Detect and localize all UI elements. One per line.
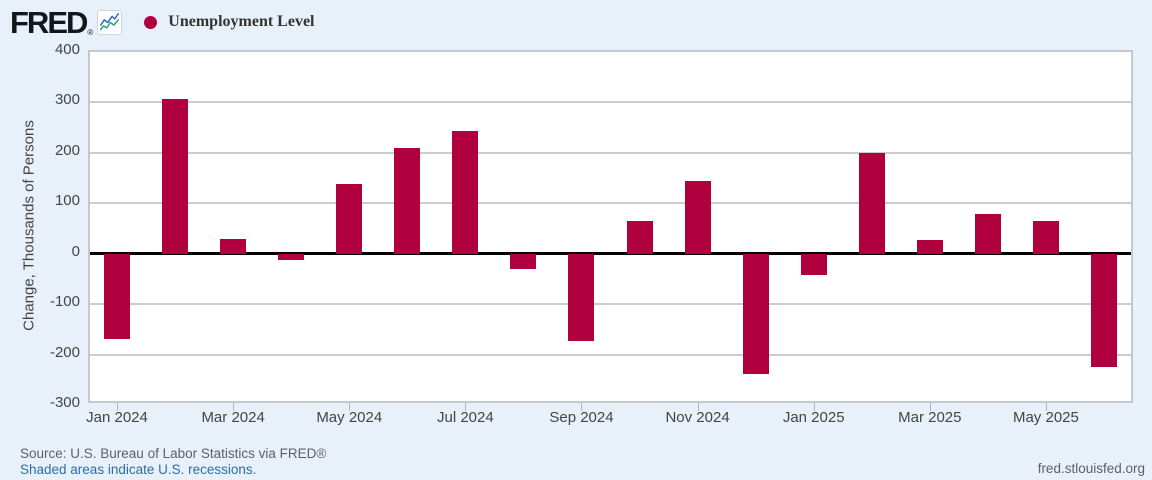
y-tick-label: 400 (54, 41, 80, 58)
y-tick-label: -300 (49, 394, 80, 411)
x-tick-mark (697, 403, 699, 411)
bar-feb-2025[interactable] (858, 152, 885, 254)
x-tick-mark (1045, 403, 1047, 411)
line-chart-icon (97, 9, 123, 35)
bar-may-2025[interactable] (1032, 220, 1059, 254)
header: FRED ® Unemployment Level (10, 4, 315, 40)
recession-note-link[interactable]: Shaded areas indicate U.S. recessions. (20, 461, 257, 477)
bar-may-2024[interactable] (336, 184, 363, 254)
bar-apr-2024[interactable] (278, 253, 305, 260)
bar-jun-2025[interactable] (1090, 253, 1117, 367)
bar-aug-2024[interactable] (510, 253, 537, 269)
x-tick-mark (233, 403, 235, 411)
legend: Unemployment Level (144, 13, 315, 31)
footer-notes: Source: U.S. Bureau of Labor Statistics … (20, 446, 326, 477)
y-tick-label: 300 (54, 91, 80, 109)
y-tick-label: -200 (49, 343, 80, 361)
registered-mark: ® (87, 28, 94, 37)
bar-jan-2025[interactable] (800, 253, 827, 276)
fred-logo[interactable]: FRED (10, 4, 88, 40)
x-tick-label: Jan 2024 (86, 409, 148, 426)
legend-series-label: Unemployment Level (168, 13, 315, 30)
x-tick-label: May 2025 (1012, 409, 1079, 426)
y-tick-label: 0 (71, 242, 80, 260)
x-tick-mark (581, 403, 583, 411)
bar-oct-2024[interactable] (626, 221, 653, 254)
x-tick-mark (117, 403, 119, 411)
bar-feb-2024[interactable] (162, 98, 189, 254)
bar-jul-2024[interactable] (452, 131, 479, 254)
fred-site-link[interactable]: fred.stlouisfed.org (1037, 461, 1145, 476)
x-tick-label: Nov 2024 (665, 409, 730, 426)
y-tick-label: 200 (54, 141, 80, 159)
legend-marker (144, 15, 158, 29)
x-tick-label: Jul 2024 (437, 409, 494, 426)
y-tick-label: -100 (49, 293, 80, 311)
bar-apr-2025[interactable] (974, 214, 1001, 254)
gridline (90, 303, 1131, 306)
bar-mar-2024[interactable] (220, 238, 247, 254)
x-tick-mark (349, 403, 351, 411)
bar-jan-2024[interactable] (104, 253, 131, 340)
y-tick-label: 100 (54, 192, 80, 210)
x-tick-label: Sep 2024 (549, 409, 614, 426)
source-text: Source: U.S. Bureau of Labor Statistics … (20, 446, 327, 461)
x-tick-mark (813, 403, 815, 411)
x-tick-mark (465, 403, 467, 411)
x-tick-label: May 2024 (316, 409, 383, 426)
zero-line (90, 252, 1131, 255)
gridline (90, 151, 1131, 154)
gridline (90, 353, 1131, 356)
bar-nov-2024[interactable] (684, 180, 711, 254)
x-tick-label: Jan 2025 (782, 409, 845, 426)
x-tick-label: Mar 2025 (898, 409, 962, 426)
x-tick-label: Mar 2024 (201, 409, 265, 426)
plot-area (88, 50, 1133, 403)
gridline (90, 202, 1131, 205)
bar-dec-2024[interactable] (742, 253, 769, 374)
bar-sep-2024[interactable] (568, 253, 595, 342)
bar-mar-2025[interactable] (916, 240, 943, 254)
bar-jun-2024[interactable] (394, 147, 421, 254)
gridline (90, 101, 1131, 104)
x-tick-mark (929, 403, 931, 411)
